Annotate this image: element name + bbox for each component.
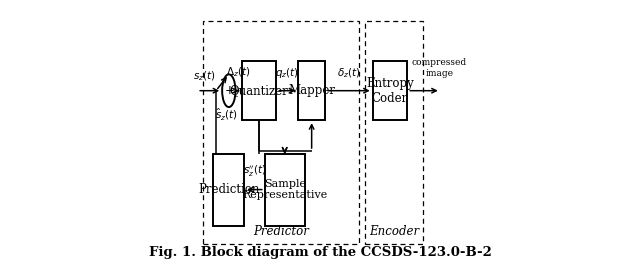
Text: compressed
image: compressed image bbox=[412, 58, 467, 78]
Text: Encoder: Encoder bbox=[369, 225, 419, 238]
Bar bbox=[242, 61, 276, 120]
Text: $s_{z}(t)$: $s_{z}(t)$ bbox=[193, 70, 216, 83]
Text: Mapper: Mapper bbox=[288, 84, 335, 97]
Text: Entropy
Coder: Entropy Coder bbox=[366, 77, 414, 105]
Text: Fig. 1. Block diagram of the CCSDS-123.0-B-2: Fig. 1. Block diagram of the CCSDS-123.0… bbox=[148, 246, 492, 259]
Bar bbox=[265, 154, 305, 226]
Bar bbox=[203, 21, 358, 244]
Text: Sample
Representative: Sample Representative bbox=[242, 179, 327, 200]
Bar bbox=[365, 21, 423, 244]
Text: $+$: $+$ bbox=[223, 84, 234, 97]
Text: $q_{z}(t)$: $q_{z}(t)$ bbox=[275, 66, 300, 80]
Ellipse shape bbox=[222, 74, 236, 107]
Bar bbox=[372, 61, 407, 120]
Bar bbox=[213, 154, 244, 226]
Text: $\delta_{z}(t)$: $\delta_{z}(t)$ bbox=[337, 67, 361, 80]
Text: Prediction: Prediction bbox=[198, 183, 259, 196]
Text: Predictor: Predictor bbox=[253, 225, 308, 238]
Text: Quantizer: Quantizer bbox=[230, 84, 289, 97]
Text: $\hat{s}_{z}(t)$: $\hat{s}_{z}(t)$ bbox=[214, 106, 237, 122]
Text: $\Delta_{z}(t)$: $\Delta_{z}(t)$ bbox=[227, 66, 251, 79]
Bar bbox=[298, 61, 325, 120]
Text: $s_{z}^{\prime\prime}(t)$: $s_{z}^{\prime\prime}(t)$ bbox=[243, 164, 266, 179]
